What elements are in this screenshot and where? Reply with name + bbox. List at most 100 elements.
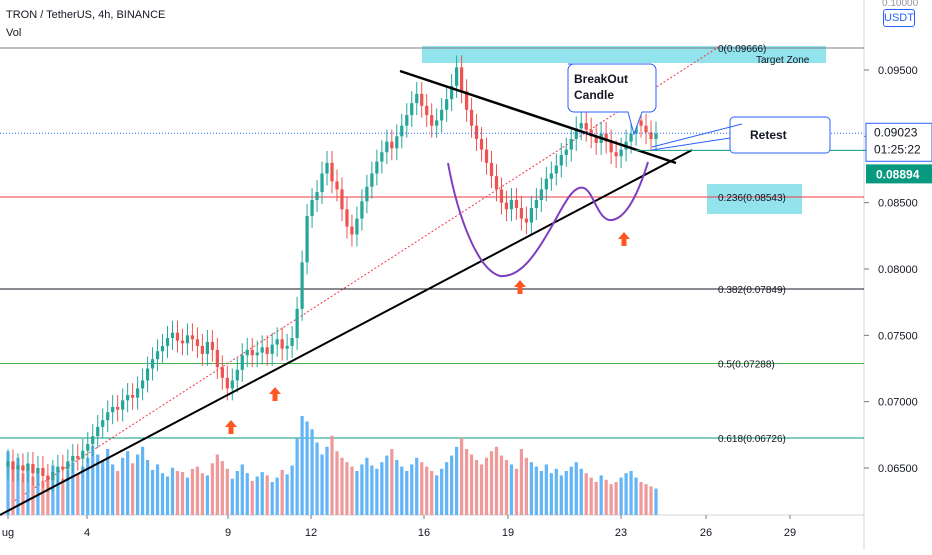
volume-bar <box>499 455 504 515</box>
up-arrow-icon <box>225 420 237 434</box>
volume-bar <box>569 466 573 515</box>
candle-body <box>275 339 279 345</box>
candle-body <box>514 200 519 208</box>
volume-bar <box>589 477 593 515</box>
fib-level-label: 0.618(0.06726) <box>718 434 786 445</box>
price-tick-label: 0.06500 <box>878 463 918 475</box>
candle-body <box>160 345 165 352</box>
candle-body <box>215 349 219 368</box>
candle-body <box>86 444 90 451</box>
candle-body <box>579 123 583 129</box>
candle-body <box>116 406 120 410</box>
up-arrow-icon <box>514 280 526 294</box>
volume-bar <box>180 472 185 515</box>
volume-bar <box>285 474 289 515</box>
candle-body <box>121 400 125 410</box>
candle-body <box>165 337 170 346</box>
candle-body <box>126 395 130 401</box>
breakout-label-line1: BreakOut <box>574 72 628 86</box>
volume-bar <box>295 438 299 515</box>
candle-body <box>584 123 588 130</box>
fib-level-label: 0.236(0.08543) <box>718 193 786 204</box>
volume-bar <box>654 488 658 515</box>
last-price-box <box>865 122 932 162</box>
volume-bar <box>81 466 85 515</box>
volume-bar <box>410 464 414 515</box>
retest-pointer <box>651 123 743 148</box>
volume-bar <box>230 478 234 515</box>
candle-body <box>619 149 623 157</box>
volume-bar <box>240 464 244 515</box>
breakout-label-line2: Candle <box>574 88 614 102</box>
candle-body <box>11 461 15 470</box>
volume-bar <box>41 480 45 515</box>
candle-body <box>265 347 269 354</box>
volume-bar <box>275 477 279 515</box>
volume-bar <box>415 457 419 515</box>
candle-body <box>365 186 369 202</box>
volume-bar <box>175 471 180 515</box>
volume-bar <box>96 454 100 515</box>
candle-body <box>170 332 175 338</box>
candle-body <box>594 136 598 143</box>
up-arrow-icon <box>269 387 281 401</box>
volume-bar <box>155 464 160 515</box>
volume-bar <box>534 466 538 515</box>
volume-bar <box>170 467 175 515</box>
candle-body <box>285 345 289 349</box>
volume-bar <box>385 455 389 515</box>
volume-bar <box>305 421 309 515</box>
volume-bar <box>564 471 568 515</box>
volume-bar <box>559 475 563 515</box>
candle-body <box>609 141 613 153</box>
volume-bar <box>195 466 200 515</box>
volume-bar <box>509 464 514 515</box>
candle-body <box>494 176 499 190</box>
volume-bar <box>350 466 354 515</box>
volume-bar <box>71 462 75 515</box>
volume-bar <box>280 469 284 515</box>
volume-bar <box>365 457 369 515</box>
volume-bar <box>445 462 449 515</box>
time-tick-label: 16 <box>418 527 430 539</box>
volume-bar <box>599 475 603 515</box>
candle-body <box>315 192 319 201</box>
volume-bar <box>484 457 489 515</box>
candle-body <box>140 380 145 389</box>
volume-bar <box>265 475 269 515</box>
candle-body <box>345 209 349 227</box>
candle-body <box>135 388 140 398</box>
currency-unit-button[interactable]: USDT <box>883 9 915 27</box>
volume-bar <box>494 446 499 515</box>
volume-bar <box>579 468 583 515</box>
volume-bar <box>210 463 214 515</box>
volume-bar <box>61 478 65 515</box>
candle-body <box>111 406 115 413</box>
volume-bar <box>355 471 359 515</box>
symbol-title: TRON / TetherUS, 4h, BINANCE <box>6 9 166 21</box>
fib-236-box <box>707 184 802 214</box>
volume-bar <box>614 482 618 515</box>
candle-body <box>150 359 155 369</box>
candle-body <box>474 125 479 139</box>
volume-bar <box>140 446 145 515</box>
candle-body <box>240 355 244 370</box>
price-tick-label: 0.08500 <box>878 198 918 210</box>
candle-body <box>255 352 259 356</box>
double-bottom-curve <box>447 161 649 278</box>
volume-bar <box>116 471 120 515</box>
candle-body <box>435 120 439 126</box>
candle-body <box>375 161 379 174</box>
volume-bar <box>86 457 90 515</box>
volume-bar <box>479 464 484 515</box>
candle-body <box>250 349 254 356</box>
volume-bar <box>400 466 404 515</box>
volume-bar <box>215 454 219 515</box>
volume-bar <box>220 461 224 515</box>
candle-body <box>180 340 185 344</box>
candle-body <box>96 426 100 437</box>
volume-bar <box>150 469 155 515</box>
volume-bar <box>260 472 264 515</box>
candle-body <box>290 337 294 346</box>
